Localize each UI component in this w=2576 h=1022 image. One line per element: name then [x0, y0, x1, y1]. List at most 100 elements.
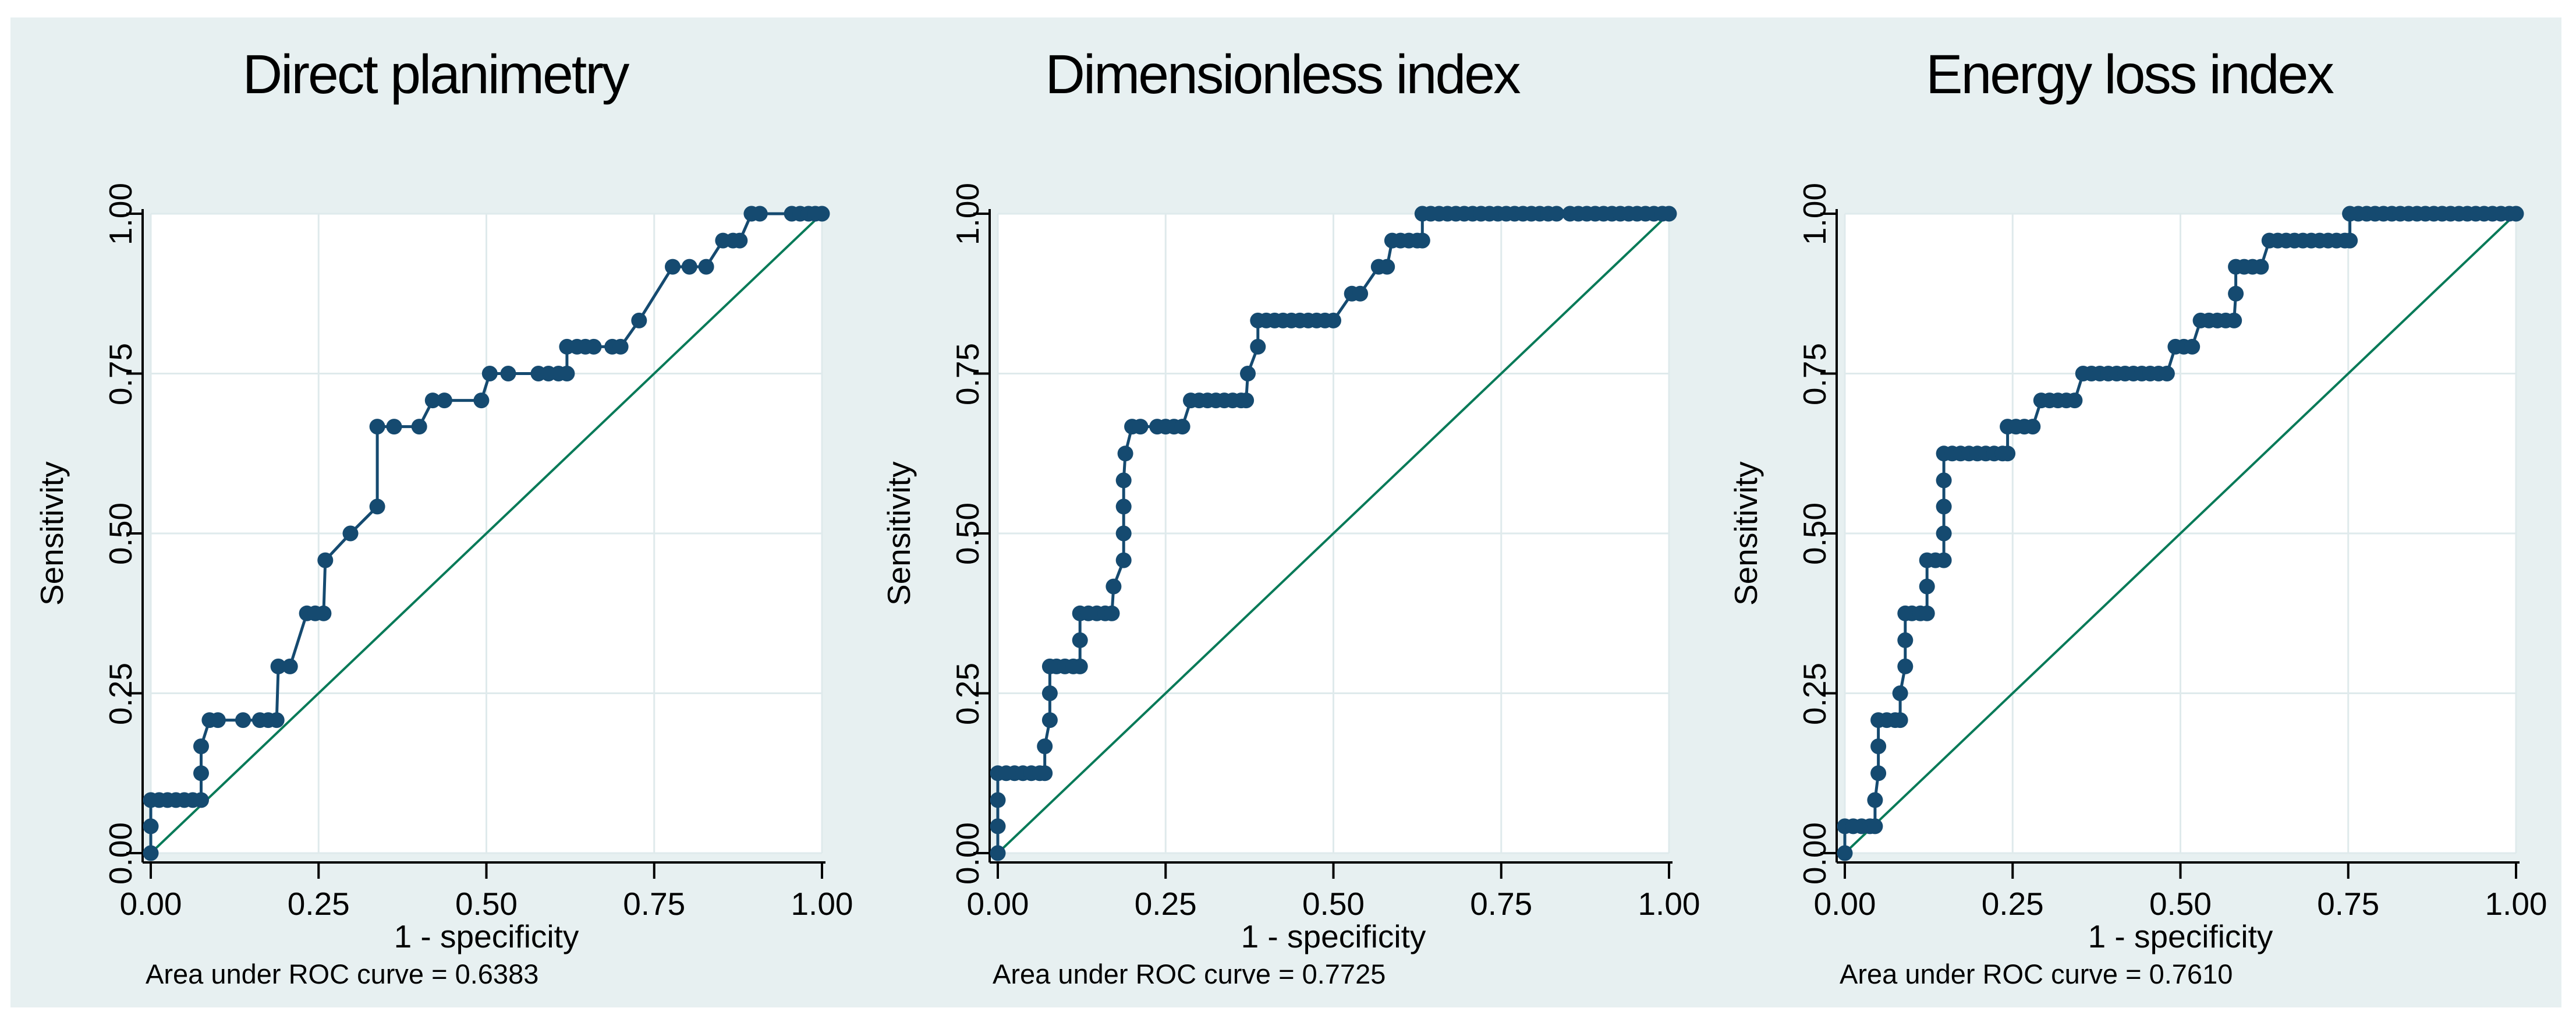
x-axis-title: 1 - specificity	[1241, 918, 1426, 954]
xtick-label: 0.00	[966, 886, 1029, 922]
auc-label: Area under ROC curve = 0.6383	[146, 959, 539, 989]
y-axis-title: Sensitivity	[881, 461, 917, 606]
roc-point	[2508, 206, 2524, 222]
roc-point	[1037, 765, 1053, 781]
roc-point	[586, 338, 602, 355]
roc-point	[317, 552, 334, 568]
roc-point	[1867, 818, 1883, 834]
xtick-label: 0.75	[623, 886, 686, 922]
roc-point	[559, 366, 575, 381]
roc-point	[1867, 792, 1883, 808]
roc-point	[386, 419, 402, 435]
x-axis-title: 1 - specificity	[394, 918, 579, 954]
roc-point	[665, 259, 681, 275]
roc-point	[369, 498, 385, 515]
roc-point	[990, 845, 1006, 861]
ytick-label: 0.75	[1797, 342, 1833, 405]
xtick-label: 0.00	[119, 886, 182, 922]
roc-point	[235, 712, 251, 729]
roc-point	[1549, 206, 1565, 222]
roc-point	[1379, 259, 1395, 275]
xtick-label: 1.00	[1638, 886, 1700, 922]
reference-line	[150, 213, 823, 854]
roc-point	[268, 712, 285, 729]
roc-point	[143, 845, 159, 861]
ytick-label: 1.00	[102, 182, 139, 245]
roc-point	[1115, 498, 1132, 515]
auc-label: Area under ROC curve = 0.7610	[1840, 959, 2233, 989]
roc-point	[2067, 392, 2083, 409]
roc-point	[698, 259, 714, 275]
roc-point	[1117, 445, 1133, 462]
ytick-label: 0.75	[102, 342, 139, 405]
ytick-label: 0.50	[102, 502, 139, 565]
roc-point	[1104, 605, 1120, 621]
roc-point	[1174, 419, 1190, 435]
reference-line	[997, 213, 1670, 854]
xtick-label: 0.00	[1813, 886, 1876, 922]
roc-point	[1105, 578, 1122, 595]
roc-point	[1041, 712, 1058, 729]
x-axis-title: 1 - specificity	[2088, 918, 2273, 954]
roc-panel-3: Energy loss index 0.00 0.25 0.50 0.75 1.00 0.0…	[1706, 17, 2553, 1007]
roc-point	[1072, 658, 1088, 674]
roc-point	[1892, 712, 1908, 729]
xtick-label: 0.75	[1470, 886, 1533, 922]
roc-point	[1661, 206, 1677, 222]
roc-point	[2159, 366, 2175, 381]
panel-title: Energy loss index	[1926, 44, 2334, 105]
roc-point	[1326, 312, 1341, 328]
panel-title: Direct planimetry	[242, 44, 630, 105]
roc-point	[193, 792, 209, 808]
roc-point	[424, 392, 441, 409]
roc-point	[1897, 658, 1914, 674]
roc-point	[500, 366, 516, 381]
roc-point	[2000, 445, 2016, 462]
roc-point	[2253, 259, 2269, 275]
roc-point	[473, 392, 490, 409]
roc-point	[612, 338, 629, 355]
ytick-label: 0.25	[1797, 662, 1833, 725]
roc-point	[814, 206, 830, 222]
roc-point	[411, 419, 427, 435]
figure-region: Direct planimetry 0.00 0.25 0.50 0.75 1.00 0.0…	[10, 17, 2561, 1007]
roc-point	[1037, 738, 1053, 755]
roc-point	[2342, 232, 2358, 249]
roc-plot-svg	[126, 206, 830, 879]
xtick-label: 0.75	[2317, 886, 2380, 922]
roc-point	[1892, 685, 1908, 701]
xtick-label: 1.00	[791, 886, 853, 922]
roc-point	[681, 259, 697, 275]
ytick-label: 0.50	[1797, 502, 1833, 565]
roc-point	[270, 658, 286, 674]
xtick-label: 0.25	[1134, 886, 1197, 922]
roc-plot-svg	[1820, 206, 2524, 879]
roc-point	[1837, 845, 1853, 861]
roc-point	[436, 392, 452, 409]
roc-point	[316, 605, 332, 621]
ytick-label: 1.00	[949, 182, 986, 245]
xtick-label: 0.50	[455, 886, 518, 922]
roc-point	[481, 366, 498, 381]
roc-point	[631, 312, 647, 328]
roc-point	[1072, 632, 1088, 648]
ytick-label: 0.75	[949, 342, 986, 405]
ytick-label: 0.25	[102, 662, 139, 725]
roc-point	[732, 232, 748, 249]
roc-plot-svg	[973, 206, 1677, 879]
ytick-label: 0.25	[949, 662, 986, 725]
roc-point	[193, 765, 209, 781]
roc-point	[990, 792, 1006, 808]
xtick-label: 0.25	[287, 886, 350, 922]
roc-point	[1870, 738, 1887, 755]
ytick-label: 0.50	[949, 502, 986, 565]
roc-point	[752, 206, 768, 222]
roc-point	[342, 525, 359, 542]
ytick-label: 1.00	[1797, 182, 1833, 245]
roc-point	[1115, 525, 1132, 542]
roc-point	[2025, 419, 2041, 435]
roc-point	[1115, 472, 1132, 489]
roc-point	[1936, 552, 1952, 568]
roc-point	[1414, 232, 1430, 249]
